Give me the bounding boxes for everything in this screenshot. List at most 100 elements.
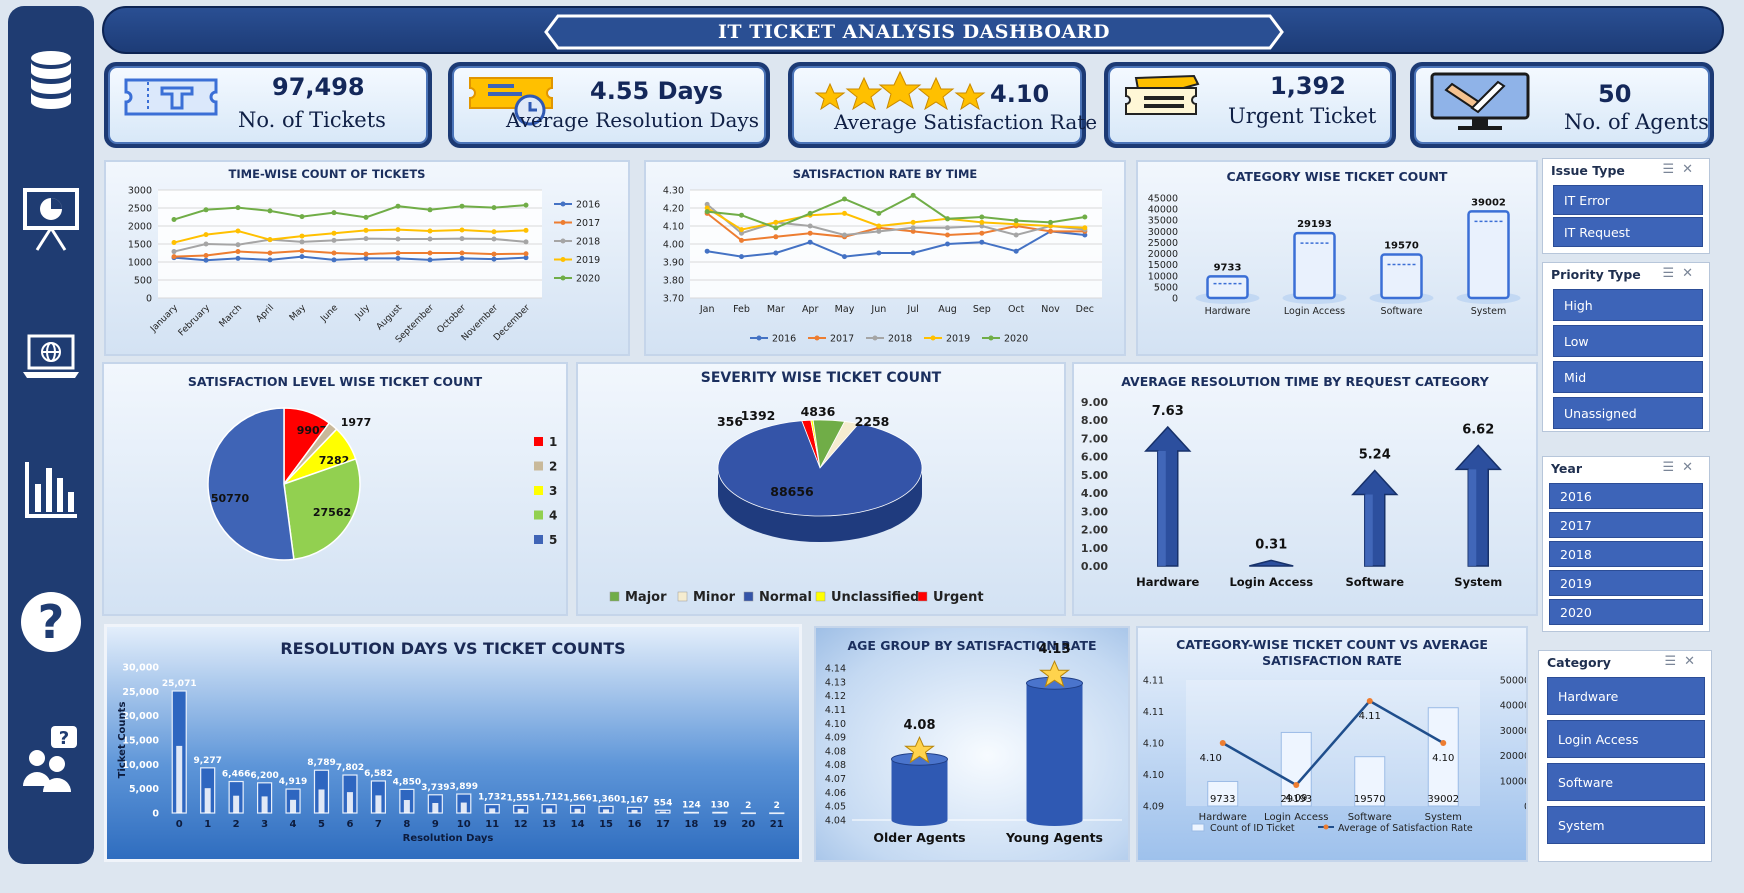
x-tick-label: 0 [176, 819, 183, 830]
data-point [910, 192, 916, 198]
x-tick-label: 7 [375, 819, 382, 830]
slicer-item-2016[interactable]: 2016 [1549, 483, 1703, 509]
slicer-filter-icons[interactable]: ☰✕ [1662, 266, 1701, 281]
kpi-value: 4.10 [990, 80, 1050, 108]
legend-swatch [534, 486, 543, 495]
ticket-icon [124, 78, 218, 116]
data-point [910, 219, 916, 225]
data-label: 1,712 [535, 793, 563, 803]
count-bar [1427, 707, 1459, 807]
legend-label: 2016 [772, 334, 796, 345]
data-label: 50770 [211, 492, 250, 505]
kpi-value: 50 [1598, 80, 1632, 108]
rate-data-label: 4.09 [1285, 793, 1307, 804]
legend-label: 2019 [946, 334, 970, 345]
database-icon[interactable] [21, 46, 81, 116]
y-tick-label: 15000 [1148, 260, 1178, 271]
y-tick-label: 4.00 [1081, 487, 1108, 500]
data-point [1082, 225, 1088, 231]
support-agents-icon[interactable]: ? [21, 724, 81, 794]
y-tick-label: 35000 [1148, 216, 1178, 227]
kpi-card-satisfaction: 4.10 Average Satisfaction Rate [788, 62, 1097, 148]
slicer-title: Issue Type [1551, 163, 1625, 178]
help-icon[interactable]: ? [21, 586, 81, 658]
slicer-item-2017[interactable]: 2017 [1549, 512, 1703, 538]
bar-shine [489, 808, 496, 813]
data-point [523, 239, 529, 245]
legend-marker [560, 275, 566, 281]
slicer-item-unassigned[interactable]: Unassigned [1553, 397, 1703, 429]
kpi-label: No. of Agents [1564, 110, 1709, 134]
cylinder-body [1026, 683, 1083, 826]
data-point [171, 240, 177, 246]
legend-label: 2 [549, 460, 557, 474]
data-point [395, 250, 401, 256]
x-tick-label: 9 [432, 819, 439, 830]
data-label: 7,802 [336, 763, 364, 773]
y-tick-label: 4.14 [825, 664, 846, 675]
rate-data-label: 4.10 [1200, 753, 1222, 764]
x-tick-label: Young Agents [1005, 830, 1103, 845]
slicer-title: Year [1551, 461, 1582, 476]
data-label: 6,582 [364, 769, 392, 779]
legend-swatch [609, 591, 620, 602]
data-point [427, 257, 433, 263]
data-point [491, 251, 497, 257]
x-tick-label: October [436, 303, 469, 336]
slicer-item-software[interactable]: Software [1547, 763, 1705, 801]
slicer-item-low[interactable]: Low [1553, 325, 1703, 357]
bar-shine [631, 809, 638, 813]
slicer-item-2018[interactable]: 2018 [1549, 541, 1703, 567]
laptop-globe-icon[interactable] [21, 326, 81, 396]
y-tick-label: 2000 [128, 222, 152, 233]
slicer-item-2019[interactable]: 2019 [1549, 570, 1703, 596]
x-tick-label: January [148, 303, 180, 335]
data-point [910, 228, 916, 234]
data-point [459, 227, 465, 233]
x-tick-label: 20 [741, 819, 755, 830]
panel-age-group: AGE GROUP BY SATISFACTION RATE 4.04 4.05 4… [814, 626, 1130, 862]
data-point [427, 228, 433, 234]
pie-slice [717, 420, 923, 517]
legend-label: 2019 [576, 255, 600, 266]
bar-chart-icon[interactable] [21, 454, 81, 524]
slicer-item-hardware[interactable]: Hardware [1547, 677, 1705, 715]
data-point [523, 227, 529, 233]
data-label: 1,360 [592, 794, 620, 804]
legend-label: Minor [693, 590, 736, 605]
legend-marker [1323, 824, 1329, 830]
kpi-label: Average Resolution Days [506, 108, 759, 132]
data-label: 2 [745, 801, 751, 811]
legend-marker [814, 335, 820, 341]
slicer-item-2020[interactable]: 2020 [1549, 599, 1703, 625]
legend-label: 4 [549, 509, 557, 523]
category-bar [1380, 253, 1423, 300]
slicer-filter-icons[interactable]: ☰✕ [1664, 654, 1703, 669]
data-point [235, 255, 241, 261]
y-tick-label: 4.30 [663, 186, 684, 197]
dashboard-header: IT TICKET ANALYSIS DASHBOARD [102, 6, 1724, 54]
x-tick-label: August [375, 303, 405, 333]
data-point [459, 250, 465, 256]
slicer-filter-icons[interactable]: ☰✕ [1662, 162, 1701, 177]
slicer-priority-type: Priority Type ☰✕ High Low Mid Unassigned [1542, 262, 1710, 432]
side-navigation: ? ? [8, 6, 94, 864]
data-point [427, 207, 433, 213]
slicer-filter-icons[interactable]: ☰✕ [1662, 460, 1701, 475]
slicer-item-login-access[interactable]: Login Access [1547, 720, 1705, 758]
slicer-item-system[interactable]: System [1547, 806, 1705, 844]
slicer-item-mid[interactable]: Mid [1553, 361, 1703, 393]
data-point [459, 203, 465, 209]
data-point [459, 255, 465, 261]
data-label: 8,789 [307, 758, 335, 768]
slicer-item-it-error[interactable]: IT Error [1553, 185, 1703, 215]
slicer-item-it-request[interactable]: IT Request [1553, 217, 1703, 247]
slicer-item-high[interactable]: High [1553, 289, 1703, 321]
presentation-icon[interactable] [21, 186, 81, 256]
x-tick-label: Login Access [1229, 575, 1313, 589]
chart-title: RESOLUTION DAYS VS TICKET COUNTS [280, 639, 626, 658]
y-tick-label: 3.80 [663, 276, 684, 287]
panel-satisfaction-level: SATISFACTION LEVEL WISE TICKET COUNT 990… [102, 362, 568, 616]
data-point [203, 257, 209, 263]
legend-label: 2016 [576, 200, 600, 211]
